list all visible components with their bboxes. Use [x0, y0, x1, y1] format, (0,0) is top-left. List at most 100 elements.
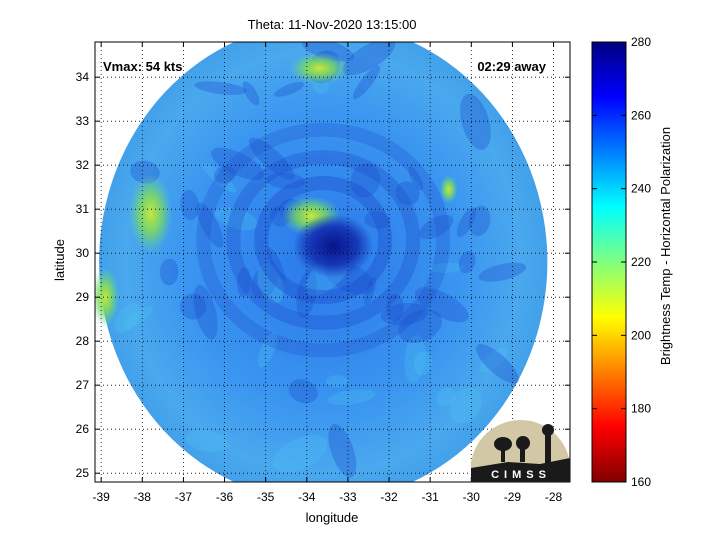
swath-texture	[429, 262, 465, 273]
colorbar-ticks: 160 180 200 220 240 260 280	[592, 35, 651, 489]
swath-texture	[363, 276, 377, 305]
logo-text: CIMSS	[491, 469, 551, 481]
logo-radar-mount	[520, 448, 525, 462]
swath-texture	[266, 246, 286, 281]
swath-texture	[458, 250, 476, 274]
vmax-label: Vmax: 54 kts	[103, 59, 183, 74]
swath-texture	[352, 65, 381, 100]
swath-texture	[436, 387, 456, 407]
swath-texture	[274, 82, 305, 97]
swath-texture	[328, 423, 357, 478]
logo-tower-legs	[545, 435, 551, 463]
x-tick-label: -36	[216, 490, 234, 504]
swath-texture	[266, 172, 306, 189]
x-tick-label: -31	[422, 490, 440, 504]
swath-texture	[415, 287, 469, 323]
swath-texture	[159, 258, 179, 286]
swath-texture	[460, 93, 491, 150]
swath-texture	[242, 81, 260, 106]
swath-texture	[272, 435, 328, 473]
colorbar-tick-label: 200	[631, 328, 651, 342]
logo-water-tower	[542, 424, 554, 436]
swath-texture	[257, 332, 278, 368]
y-axis-ticks: 25 26 27 28 29 30 31 32 33 34	[76, 70, 570, 480]
swath-texture	[236, 267, 251, 298]
x-tick-label: -33	[339, 490, 357, 504]
warm-patch	[439, 175, 458, 204]
swath-texture	[364, 211, 391, 229]
rain-band	[196, 122, 451, 358]
swath-texture	[395, 181, 420, 205]
colorbar: 160 180 200 220 240 260 280 Brightness Temp - …	[591, 35, 673, 489]
grid-lines	[95, 42, 570, 482]
colorbar-tick-label: 160	[631, 475, 651, 489]
swath-texture	[449, 387, 482, 424]
storm-core	[293, 214, 374, 278]
swath-texture	[114, 303, 141, 333]
logo-satellite-dish	[494, 437, 512, 451]
swath-texture	[479, 347, 508, 373]
swath-texture	[478, 262, 527, 282]
y-axis-label: latitude	[52, 239, 67, 281]
swath-texture	[326, 375, 349, 388]
logo-radar-dome	[516, 436, 530, 450]
x-axis-label: longitude	[306, 510, 359, 525]
brightness-temp-swath	[95, 42, 548, 482]
swath-texture	[122, 306, 153, 330]
x-tick-label: -29	[504, 490, 522, 504]
swath-texture	[194, 81, 247, 95]
x-axis-ticks: -39 -38 -37 -36 -35 -34 -33 -32 -31 -30 -29 -28	[92, 42, 563, 504]
colorbar-tick-label: 240	[631, 182, 651, 196]
x-tick-label: -34	[298, 490, 316, 504]
swath-texture	[211, 147, 265, 180]
y-tick-label: 34	[76, 70, 90, 84]
y-tick-label: 28	[76, 334, 90, 348]
y-tick-label: 33	[76, 114, 90, 128]
swath-texture	[419, 214, 454, 240]
swath-texture	[342, 42, 396, 76]
logo-hill	[471, 458, 570, 482]
swath-texture	[201, 162, 237, 193]
y-tick-label: 26	[76, 422, 90, 436]
y-tick-label: 29	[76, 290, 90, 304]
swath-texture	[468, 205, 491, 237]
swath-texture	[398, 309, 442, 344]
cimss-logo: CIMSS	[471, 420, 570, 482]
swath-texture	[386, 293, 404, 321]
plot-frame	[94, 41, 571, 483]
swath-texture	[180, 189, 199, 221]
colorbar-gradient	[591, 41, 627, 483]
swath-texture	[413, 351, 433, 376]
swath-texture	[193, 285, 218, 340]
swath-texture	[214, 207, 259, 231]
swath-texture	[196, 202, 224, 248]
swath-texture	[251, 266, 278, 299]
swath-texture	[404, 334, 426, 384]
swath-texture	[380, 302, 429, 326]
logo-dish-mount	[501, 448, 505, 462]
swath-texture	[327, 389, 376, 405]
plot-axes: -39 -38 -37 -36 -35 -34 -33 -32 -31 -30 -29 -28 252…	[76, 41, 571, 504]
swath-texture	[257, 264, 284, 304]
warm-patch	[128, 173, 173, 254]
swath-texture	[296, 269, 317, 319]
colorbar-tick-label: 280	[631, 35, 651, 49]
x-tick-label: -39	[92, 490, 110, 504]
rain-band	[226, 150, 421, 330]
swath-texture	[301, 42, 355, 62]
colorbar-tick-label: 220	[631, 255, 651, 269]
x-tick-label: -38	[134, 490, 152, 504]
swath-texture	[248, 137, 295, 180]
y-tick-label: 27	[76, 378, 90, 392]
warm-patch	[289, 52, 350, 85]
time-away-label: 02:29 away	[477, 59, 546, 74]
swath-texture	[408, 166, 423, 191]
chart-title: Theta: 11-Nov-2020 13:15:00	[248, 17, 417, 32]
colorbar-tick-label: 260	[631, 108, 651, 122]
swath-texture	[475, 344, 519, 384]
swath-texture	[179, 293, 207, 320]
swath-texture	[350, 163, 381, 198]
swath-texture	[185, 430, 229, 452]
x-tick-label: -28	[545, 490, 563, 504]
x-tick-label: -37	[175, 490, 193, 504]
